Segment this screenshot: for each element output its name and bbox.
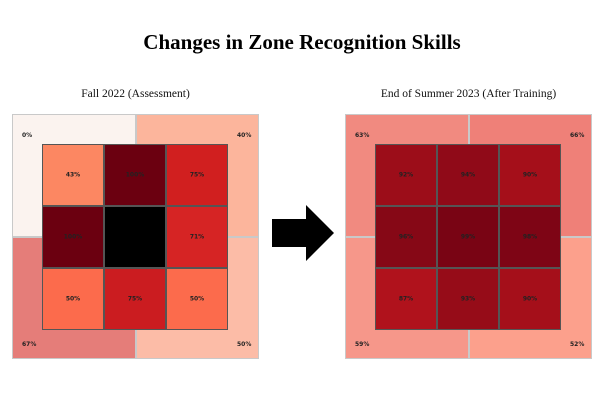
zone-cell-r2-c3: 98% xyxy=(499,206,561,268)
zone-cell-r1-c2: 100% xyxy=(104,144,166,206)
zone-cell-r1-c3: 90% xyxy=(499,144,561,206)
zone-cell-r1-c1: 43% xyxy=(42,144,104,206)
zone-cell-r3-c1: 50% xyxy=(42,268,104,330)
right-arrow-icon xyxy=(272,205,334,261)
outer-zone-label-top-left: 63% xyxy=(355,132,370,139)
zone-cell-label: 75% xyxy=(127,295,143,303)
zone-cell-label: 100% xyxy=(125,171,145,179)
outer-zone-label-bottom-left: 67% xyxy=(22,341,37,348)
panel-title-summer-2023: End of Summer 2023 (After Training) xyxy=(380,88,557,100)
zone-cell-label: 98% xyxy=(522,233,538,241)
zone-cell-label: 94% xyxy=(460,171,476,179)
figure-title: Changes in Zone Recognition Skills xyxy=(143,30,461,54)
outer-zone-label-bottom-right: 50% xyxy=(237,341,252,348)
zone-cell-r2-c2 xyxy=(104,206,166,268)
panel-title-fall-2022: Fall 2022 (Assessment) xyxy=(81,88,190,100)
heatmap-fall-2022: 0% 40% 67% 50% 43% 100% 75% 100% 71% 50% 75% 50% xyxy=(12,114,259,359)
zone-cell-label: 99% xyxy=(460,233,476,241)
zone-cell-label: 50% xyxy=(65,295,81,303)
zone-cell-label: 75% xyxy=(189,171,205,179)
heatmap-summer-2023: 63% 66% 59% 52% 92% 94% 90% 96% 99% 98% 87% 93% 90% xyxy=(345,114,592,359)
zone-cell-label: 50% xyxy=(189,295,205,303)
zone-cell-label: 92% xyxy=(398,171,414,179)
zone-cell-label: 90% xyxy=(522,171,538,179)
zone-cell-label: 100% xyxy=(63,233,83,241)
zone-cell-r1-c2: 94% xyxy=(437,144,499,206)
outer-zone-label-top-left: 0% xyxy=(22,132,33,139)
outer-zone-label-bottom-left: 59% xyxy=(355,341,370,348)
outer-zone-label-top-right: 40% xyxy=(237,132,252,139)
zone-cell-r2-c2: 99% xyxy=(437,206,499,268)
zone-cell-r3-c2: 93% xyxy=(437,268,499,330)
zone-cell-r1-c1: 92% xyxy=(375,144,437,206)
zone-cell-r2-c3: 71% xyxy=(166,206,228,268)
zone-cell-r3-c2: 75% xyxy=(104,268,166,330)
zone-cell-label: 43% xyxy=(65,171,81,179)
zone-cell-r2-c1: 100% xyxy=(42,206,104,268)
outer-zone-label-top-right: 66% xyxy=(570,132,585,139)
outer-zone-label-bottom-right: 52% xyxy=(570,341,585,348)
zone-cell-r2-c1: 96% xyxy=(375,206,437,268)
zone-cell-r3-c3: 90% xyxy=(499,268,561,330)
zone-cell-label: 93% xyxy=(460,295,476,303)
zone-cell-label: 90% xyxy=(522,295,538,303)
zone-cell-label: 87% xyxy=(398,295,414,303)
zone-cell-r1-c3: 75% xyxy=(166,144,228,206)
zone-cell-r3-c3: 50% xyxy=(166,268,228,330)
zone-cell-r3-c1: 87% xyxy=(375,268,437,330)
zone-cell-label: 71% xyxy=(189,233,205,241)
zone-cell-label: 96% xyxy=(398,233,414,241)
